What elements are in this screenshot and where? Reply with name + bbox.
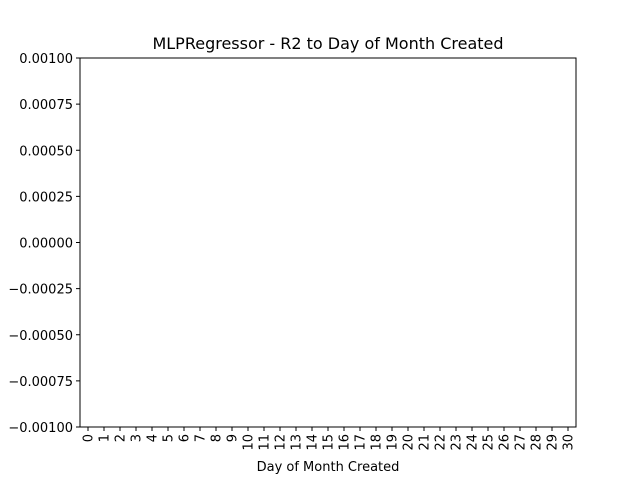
y-tick-label: −0.00025 bbox=[8, 283, 73, 298]
plot-area bbox=[79, 57, 577, 428]
y-tick-label: −0.00050 bbox=[8, 329, 73, 344]
x-tick-label: 12 bbox=[274, 434, 289, 451]
x-tick-label: 13 bbox=[290, 434, 305, 451]
x-tick-label: 3 bbox=[130, 434, 145, 442]
chart-title: MLPRegressor - R2 to Day of Month Create… bbox=[152, 34, 503, 53]
y-tick-label: 0.00000 bbox=[19, 237, 73, 252]
x-tick-label: 26 bbox=[498, 434, 513, 451]
x-axis-label: Day of Month Created bbox=[257, 460, 400, 475]
x-tick-label: 20 bbox=[402, 434, 417, 451]
x-tick-label: 23 bbox=[450, 434, 465, 451]
x-tick-label: 27 bbox=[514, 434, 529, 451]
x-tick-label: 5 bbox=[162, 434, 177, 442]
x-tick-label: 17 bbox=[354, 434, 369, 451]
y-tick-label: 0.00025 bbox=[19, 190, 73, 205]
x-tick-label: 14 bbox=[306, 434, 321, 451]
x-tick-label: 15 bbox=[322, 434, 337, 451]
x-axis: 0 1 2 3 4 5 6 7 8 9 10 11 12 13 14 15 16 17 18 19 20 21 22 23 24… bbox=[82, 427, 577, 451]
y-tick-label: 0.00050 bbox=[19, 144, 73, 159]
x-tick-label: 25 bbox=[482, 434, 497, 451]
x-tick-label: 10 bbox=[242, 434, 257, 451]
y-tick-label: −0.00075 bbox=[8, 375, 73, 390]
x-tick-label: 28 bbox=[530, 434, 545, 451]
x-tick-label: 29 bbox=[546, 434, 561, 451]
x-tick-label: 16 bbox=[338, 434, 353, 451]
x-tick-label: 18 bbox=[370, 434, 385, 451]
y-tick-label: 0.00100 bbox=[19, 52, 73, 67]
x-tick-label: 9 bbox=[226, 434, 241, 442]
x-tick-label: 30 bbox=[562, 434, 577, 451]
x-tick-label: 22 bbox=[434, 434, 449, 451]
y-axis: 0.00100 0.00075 0.00050 0.00025 0.00000 −0.00… bbox=[8, 52, 80, 436]
x-tick-label: 7 bbox=[194, 434, 209, 442]
x-tick-label: 24 bbox=[466, 434, 481, 451]
x-tick-label: 1 bbox=[98, 434, 113, 442]
y-tick-label: 0.00075 bbox=[19, 98, 73, 113]
x-tick-label: 19 bbox=[386, 434, 401, 451]
x-tick-label: 6 bbox=[178, 434, 193, 442]
y-tick-label: −0.00100 bbox=[8, 421, 73, 436]
x-tick-label: 2 bbox=[114, 434, 129, 442]
plot-frame bbox=[79, 57, 577, 428]
x-tick-label: 11 bbox=[258, 434, 273, 451]
x-tick-label: 21 bbox=[418, 434, 433, 451]
x-tick-label: 8 bbox=[210, 434, 225, 442]
x-tick-label: 4 bbox=[146, 434, 161, 442]
x-tick-label: 0 bbox=[82, 434, 97, 442]
